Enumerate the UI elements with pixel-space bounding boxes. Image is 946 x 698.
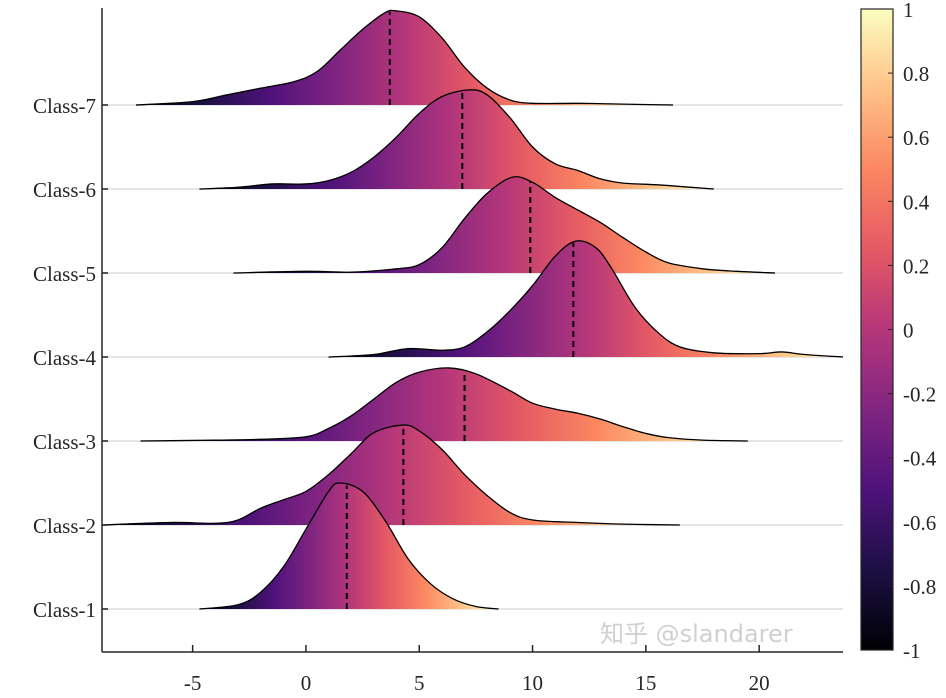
colorbar: 1 0.8 0.6 0.4 0.2 0 -0.2 -0.4 -0.6 -0.8 -1 <box>860 0 937 663</box>
ridge-outline <box>328 240 844 358</box>
ridge-class-3 <box>140 367 748 442</box>
colorbar-tick-label: 0.2 <box>903 254 929 278</box>
xtick-label: 0 <box>301 671 312 695</box>
xtick-label: 20 <box>749 671 770 695</box>
ridge-outline <box>199 482 499 610</box>
colorbar-tick-label: -0.2 <box>903 383 936 407</box>
colorbar-tick-label: -1 <box>903 639 921 663</box>
ridge-fill <box>102 425 680 525</box>
ridge-fill <box>233 176 776 273</box>
ridge-outline <box>101 424 680 526</box>
xtick-label: -5 <box>184 671 202 695</box>
colorbar-tick-label: -0.8 <box>903 575 936 599</box>
colorbar-bar <box>860 8 894 651</box>
ridge-class-7 <box>135 9 674 106</box>
ytick-label: Class-2 <box>33 514 96 538</box>
ridge-class-6 <box>199 89 714 190</box>
ridge-class-2 <box>101 424 680 526</box>
ridge-outline <box>199 89 714 190</box>
xtick-label: 10 <box>522 671 543 695</box>
ridge-fill <box>135 10 674 106</box>
ridge-class-1 <box>199 482 499 610</box>
ridge-class-4 <box>328 240 844 358</box>
colorbar-tick-label: -0.6 <box>903 511 936 535</box>
colorbar-tick-label: 1 <box>903 0 914 22</box>
ridge-outline <box>233 176 776 274</box>
xtick-label: 15 <box>635 671 656 695</box>
ytick-label: Class-5 <box>33 262 96 286</box>
colorbar-tick-label: -0.4 <box>903 447 937 471</box>
colorbar-tick-label: 0.8 <box>903 62 929 86</box>
ridge-outline <box>140 367 748 442</box>
watermark: 知乎 @slandarer <box>600 620 793 648</box>
ytick-label: Class-6 <box>33 178 96 202</box>
xtick-label: 5 <box>414 671 425 695</box>
ridge-fill <box>328 240 844 357</box>
ytick-label: Class-1 <box>33 598 96 622</box>
colorbar-tick-label: 0.6 <box>903 126 929 150</box>
ridges <box>101 9 844 610</box>
ridge-outline <box>135 9 674 106</box>
ytick-label: Class-4 <box>33 346 97 370</box>
ridge-class-5 <box>233 176 776 274</box>
colorbar-tick-label: 0 <box>903 319 914 343</box>
ytick-label: Class-3 <box>33 430 96 454</box>
ridge-fill <box>140 367 748 441</box>
ridge-fill <box>199 89 714 189</box>
axes: Class-7 Class-6 Class-5 Class-4 Class-3 Class… <box>33 8 843 695</box>
colorbar-tick-label: 0.4 <box>903 190 930 214</box>
ytick-label: Class-7 <box>33 94 96 118</box>
